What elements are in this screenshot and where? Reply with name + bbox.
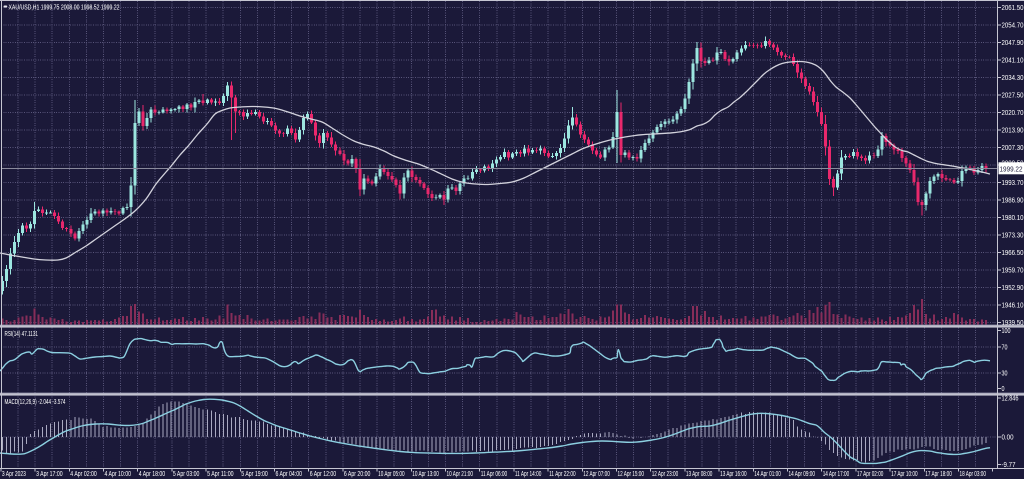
svg-text:10 Apr 21:00: 10 Apr 21:00 [447,471,474,478]
svg-text:14 Apr 17:00: 14 Apr 17:00 [823,471,850,478]
svg-text:12 Apr 23:00: 12 Apr 23:00 [652,471,679,478]
svg-text:2047.90: 2047.90 [1002,40,1024,47]
svg-text:1939.50: 1939.50 [1002,320,1024,327]
svg-text:2034.30: 2034.30 [1002,75,1024,82]
svg-text:10 Apr 05:00: 10 Apr 05:00 [378,471,405,478]
svg-text:RSI(14) 47.1131: RSI(14) 47.1131 [5,331,39,338]
svg-text:5 Apr 11:00: 5 Apr 11:00 [207,471,234,478]
svg-text:11 Apr 06:00: 11 Apr 06:00 [481,471,508,478]
svg-text:5 Apr 19:00: 5 Apr 19:00 [241,471,268,478]
svg-text:1952.90: 1952.90 [1002,285,1024,292]
svg-text:13 Apr 08:00: 13 Apr 08:00 [686,471,713,478]
svg-text:14 Apr 09:00: 14 Apr 09:00 [789,471,816,478]
svg-text:2020.70: 2020.70 [1002,110,1024,117]
svg-text:30: 30 [1002,371,1008,378]
svg-text:2007.30: 2007.30 [1002,145,1024,152]
svg-text:3 Apr 17:00: 3 Apr 17:00 [36,471,63,478]
svg-text:4 Apr 18:00: 4 Apr 18:00 [139,471,166,478]
svg-text:10 Apr 13:00: 10 Apr 13:00 [412,471,439,478]
svg-text:12.846: 12.846 [1002,395,1019,402]
svg-text:6 Apr 04:00: 6 Apr 04:00 [276,471,303,478]
svg-text:0.00: 0.00 [1002,435,1014,442]
svg-text:12 Apr 07:00: 12 Apr 07:00 [583,471,610,478]
svg-text:70: 70 [1002,345,1008,352]
svg-text:MACD(12,26,9) -2.044 -3.574: MACD(12,26,9) -2.044 -3.574 [5,399,66,406]
svg-text:4 Apr 02:00: 4 Apr 02:00 [70,471,97,478]
svg-text:-9.77: -9.77 [1002,462,1016,469]
svg-text:4 Apr 10:00: 4 Apr 10:00 [105,471,132,478]
svg-text:1986.90: 1986.90 [1002,198,1024,205]
svg-text:2054.70: 2054.70 [1002,23,1024,30]
svg-text:13 Apr 16:00: 13 Apr 16:00 [720,471,747,478]
svg-text:1946.10: 1946.10 [1002,303,1024,310]
svg-text:17 Apr 02:00: 17 Apr 02:00 [857,471,884,478]
svg-text:100: 100 [1002,328,1011,335]
svg-text:3 Apr 2023: 3 Apr 2023 [2,471,26,478]
svg-text:2041.10: 2041.10 [1002,58,1024,65]
svg-text:6 Apr 20:00: 6 Apr 20:00 [344,471,371,478]
svg-text:0: 0 [1002,386,1005,393]
svg-text:17 Apr 18:00: 17 Apr 18:00 [925,471,952,478]
svg-text:XAU/USD,H1 1999.75 2008.00 19: XAU/USD,H1 1999.75 2008.00 1998.52 1999.… [9,5,120,12]
svg-text:18 Apr 03:00: 18 Apr 03:00 [960,471,987,478]
svg-text:2013.90: 2013.90 [1002,128,1024,135]
svg-text:1993.70: 1993.70 [1002,180,1024,187]
svg-text:1966.50: 1966.50 [1002,250,1024,257]
svg-text:1959.70: 1959.70 [1002,268,1024,275]
svg-text:1973.30: 1973.30 [1002,233,1024,240]
svg-text:12 Apr 15:00: 12 Apr 15:00 [618,471,645,478]
svg-text:1980.10: 1980.10 [1002,215,1024,222]
svg-text:17 Apr 10:00: 17 Apr 10:00 [891,471,918,478]
svg-text:11 Apr 14:00: 11 Apr 14:00 [515,471,542,478]
svg-text:6 Apr 12:00: 6 Apr 12:00 [310,471,337,478]
svg-text:2061.50: 2061.50 [1002,5,1024,12]
svg-text:2027.50: 2027.50 [1002,93,1024,100]
svg-text:11 Apr 22:00: 11 Apr 22:00 [549,471,576,478]
svg-text:1999.22: 1999.22 [1000,166,1023,173]
svg-text:14 Apr 01:00: 14 Apr 01:00 [754,471,781,478]
svg-text:5 Apr 03:00: 5 Apr 03:00 [173,471,200,478]
